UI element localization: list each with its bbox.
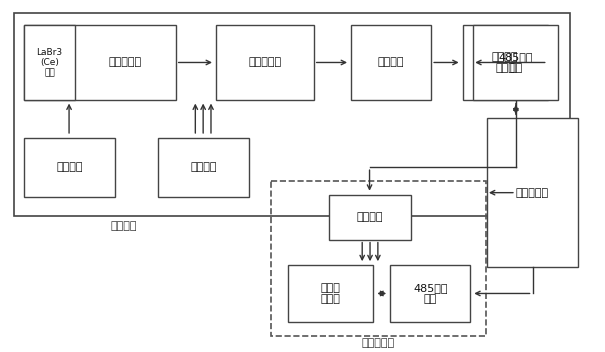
Text: 电源变换: 电源变换 [357, 212, 384, 222]
Bar [158, 138, 249, 196]
Bar [24, 25, 75, 100]
Text: 光电倍增管: 光电倍增管 [109, 57, 142, 68]
Bar [24, 25, 175, 100]
Text: 脉冲幅度
分析器: 脉冲幅度 分析器 [492, 52, 518, 73]
Bar [15, 13, 570, 216]
Bar [329, 195, 411, 240]
Text: 低压电源: 低压电源 [191, 162, 217, 172]
Bar [351, 25, 431, 100]
Bar [270, 181, 486, 335]
Text: 谱仪放大器: 谱仪放大器 [248, 57, 281, 68]
Bar [24, 138, 115, 196]
Text: 绞车及电缆: 绞车及电缆 [516, 188, 549, 198]
Bar [390, 265, 470, 322]
Bar [463, 25, 548, 100]
Text: 探管部分: 探管部分 [111, 221, 137, 231]
Bar [216, 25, 314, 100]
Text: 峰值保持: 峰值保持 [378, 57, 404, 68]
Text: 485通讯
接口: 485通讯 接口 [413, 283, 448, 304]
Text: 高压电源: 高压电源 [56, 162, 83, 172]
Bar [473, 25, 558, 100]
Bar [487, 118, 578, 267]
Bar [289, 265, 373, 322]
Text: 笔记本
计算机: 笔记本 计算机 [321, 283, 341, 304]
Text: 操作台部分: 操作台部分 [362, 338, 395, 348]
Text: LaBr3
(Ce)
晶体: LaBr3 (Ce) 晶体 [36, 48, 62, 77]
Text: 485通讯
接口: 485通讯 接口 [499, 52, 533, 73]
